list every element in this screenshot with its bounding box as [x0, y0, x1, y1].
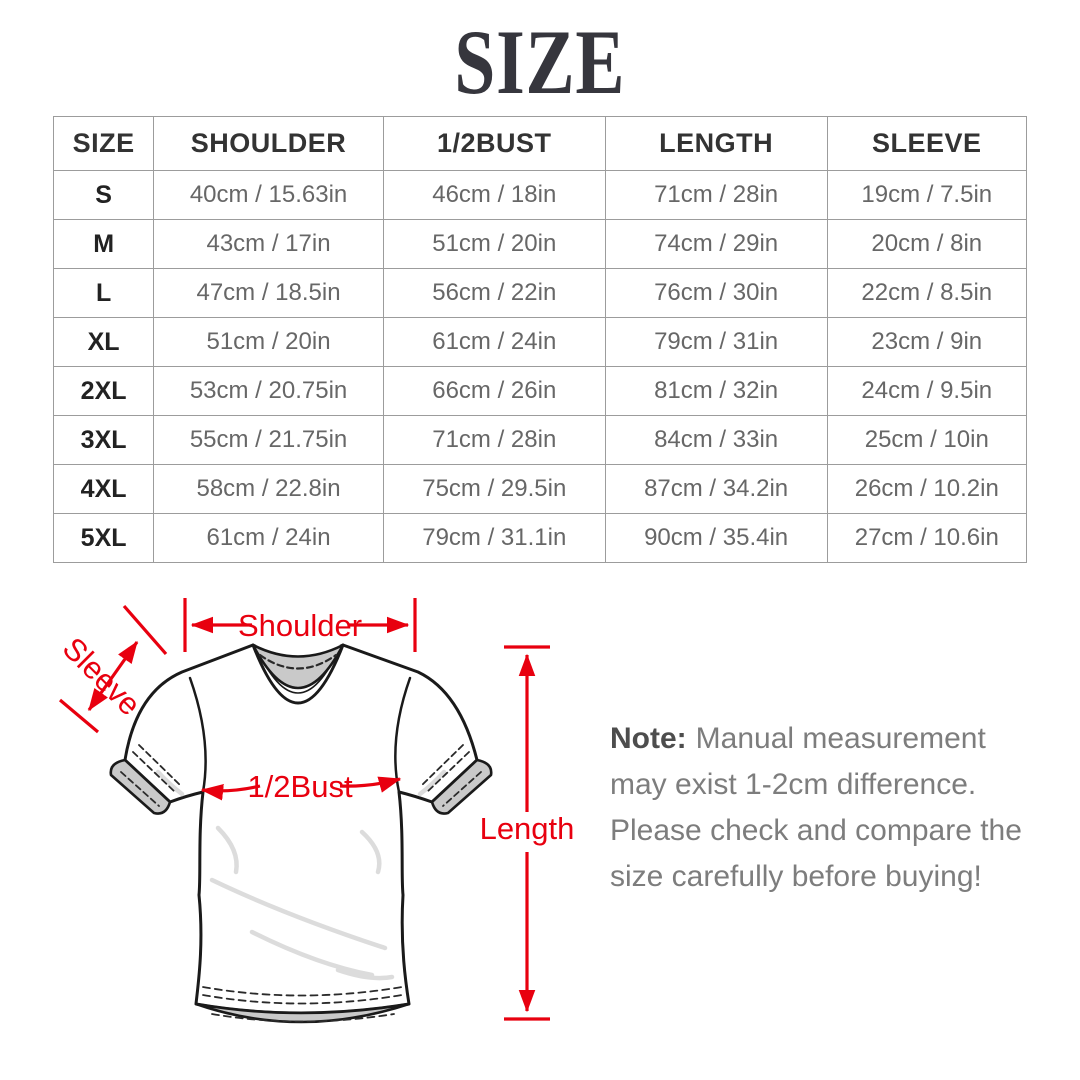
measurement-cell: 76cm / 30in: [604, 268, 828, 318]
shoulder-label: Shoulder: [238, 608, 362, 643]
header-sleeve: SLEEVE: [826, 116, 1028, 171]
tshirt-illustration: [109, 643, 493, 1024]
size-table-header: SIZE SHOULDER 1/2BUST LENGTH SLEEVE: [52, 116, 1028, 171]
measurement-cell: 23cm / 9in: [826, 317, 1028, 367]
measurement-cell: 22cm / 8.5in: [826, 268, 1028, 318]
header-length: LENGTH: [604, 116, 828, 171]
size-table: SIZE SHOULDER 1/2BUST LENGTH SLEEVE S 40…: [52, 116, 1028, 563]
table-row: 2XL 53cm / 20.75in 66cm / 26in 81cm / 32…: [52, 366, 1028, 416]
note-label: Note:: [610, 722, 687, 755]
size-cell: 5XL: [52, 513, 155, 563]
collar-band: [251, 643, 345, 690]
size-cell: 4XL: [52, 464, 155, 514]
shoulder-measure: Shoulder: [183, 598, 417, 652]
measurement-cell: 25cm / 10in: [826, 415, 1028, 465]
size-cell: L: [52, 268, 155, 318]
measurement-cell: 47cm / 18.5in: [153, 268, 384, 318]
right-cuff: [430, 758, 493, 815]
note-text: Note: Manual measurement may exist 1-2cm …: [610, 716, 1042, 900]
table-row: 4XL 58cm / 22.8in 75cm / 29.5in 87cm / 3…: [52, 464, 1028, 514]
measurement-cell: 84cm / 33in: [604, 415, 828, 465]
header-bust: 1/2BUST: [382, 116, 606, 171]
cuff-stitching: [120, 744, 482, 807]
sleeve-arrow: [87, 640, 139, 712]
length-label: Length: [480, 811, 575, 846]
wrinkle-shading: [155, 769, 447, 981]
header-size: SIZE: [52, 116, 155, 171]
sleeve-tick-bottom: [58, 698, 100, 734]
measurement-cell: 61cm / 24in: [382, 317, 606, 367]
header-shoulder: SHOULDER: [153, 116, 384, 171]
measurement-cell: 79cm / 31.1in: [382, 513, 606, 563]
measurement-cell: 27cm / 10.6in: [826, 513, 1028, 563]
collar-stitching: [258, 653, 338, 670]
measurement-cell: 20cm / 8in: [826, 219, 1028, 269]
measurement-cell: 56cm / 22in: [382, 268, 606, 318]
measurement-cell: 51cm / 20in: [153, 317, 384, 367]
left-armhole-seam: [188, 676, 207, 794]
size-cell: XL: [52, 317, 155, 367]
bust-measure: 1/2Bust: [200, 769, 402, 804]
size-cell: 2XL: [52, 366, 155, 416]
table-row: 5XL 61cm / 24in 79cm / 31.1in 90cm / 35.…: [52, 513, 1028, 563]
note-body: Manual measurement may exist 1-2cm diffe…: [610, 722, 1022, 893]
sleeve-tick-top: [122, 604, 168, 656]
measurement-cell: 43cm / 17in: [153, 219, 384, 269]
left-cuff: [109, 758, 172, 815]
measurement-cell: 66cm / 26in: [382, 366, 606, 416]
measurement-cell: 40cm / 15.63in: [153, 170, 384, 220]
table-row: L 47cm / 18.5in 56cm / 22in 76cm / 30in …: [52, 268, 1028, 318]
measurement-cell: 90cm / 35.4in: [604, 513, 828, 563]
measurement-cell: 53cm / 20.75in: [153, 366, 384, 416]
measurement-cell: 24cm / 9.5in: [826, 366, 1028, 416]
table-header-row: SIZE SHOULDER 1/2BUST LENGTH SLEEVE: [52, 116, 1028, 171]
measurement-cell: 79cm / 31in: [604, 317, 828, 367]
measurement-annotations: Shoulder Sleeve 1/2Bust: [56, 598, 575, 1021]
table-row: 3XL 55cm / 21.75in 71cm / 28in 84cm / 33…: [52, 415, 1028, 465]
measurement-cell: 71cm / 28in: [604, 170, 828, 220]
hem-stitching: [202, 986, 403, 1023]
measurement-cell: 46cm / 18in: [382, 170, 606, 220]
measurement-cell: 87cm / 34.2in: [604, 464, 828, 514]
table-row: S 40cm / 15.63in 46cm / 18in 71cm / 28in…: [52, 170, 1028, 220]
measurement-cell: 71cm / 28in: [382, 415, 606, 465]
measurement-cell: 55cm / 21.75in: [153, 415, 384, 465]
measurement-cell: 19cm / 7.5in: [826, 170, 1028, 220]
measurement-cell: 74cm / 29in: [604, 219, 828, 269]
measurement-cell: 26cm / 10.2in: [826, 464, 1028, 514]
table-row: XL 51cm / 20in 61cm / 24in 79cm / 31in 2…: [52, 317, 1028, 367]
measurement-cell: 61cm / 24in: [153, 513, 384, 563]
measurement-cell: 75cm / 29.5in: [382, 464, 606, 514]
size-cell: 3XL: [52, 415, 155, 465]
bust-arrow-left: [200, 783, 261, 801]
length-measure: Length: [480, 645, 575, 1021]
tshirt-measurement-diagram: Shoulder Sleeve 1/2Bust: [40, 580, 600, 1050]
size-cell: S: [52, 170, 155, 220]
measurement-cell: 58cm / 22.8in: [153, 464, 384, 514]
bust-arrow-right: [339, 776, 402, 793]
page-title: SIZE: [454, 11, 626, 113]
size-cell: M: [52, 219, 155, 269]
measurement-cell: 51cm / 20in: [382, 219, 606, 269]
measurement-cell: 81cm / 32in: [604, 366, 828, 416]
bust-label: 1/2Bust: [247, 769, 353, 804]
table-row: M 43cm / 17in 51cm / 20in 74cm / 29in 20…: [52, 219, 1028, 269]
